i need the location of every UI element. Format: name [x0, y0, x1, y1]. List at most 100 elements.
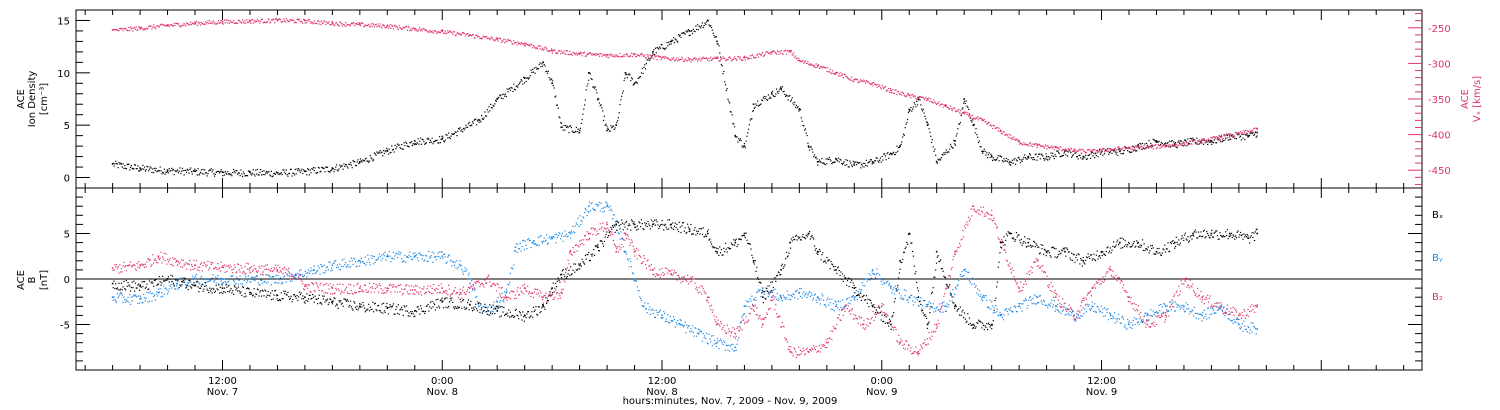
ion-density-point: [416, 142, 418, 144]
ion-density-point: [1021, 160, 1023, 162]
vx-point: [783, 50, 785, 52]
ion-density-point: [1122, 153, 1124, 155]
bz-point: [1200, 290, 1202, 293]
ion-density-point: [1005, 160, 1007, 162]
vx-point: [931, 101, 933, 103]
ion-density-point: [592, 86, 594, 88]
vx-point: [237, 22, 239, 24]
by-point: [240, 283, 242, 285]
ion-density-point: [154, 169, 156, 172]
bz-point: [1178, 294, 1181, 296]
bz-point: [925, 344, 927, 346]
bz-point: [893, 326, 896, 328]
bz-point: [635, 247, 638, 250]
ion-density-point: [558, 116, 560, 118]
bz-point: [902, 347, 905, 349]
ion-density-point: [1086, 158, 1088, 160]
ion-density-point: [157, 170, 160, 172]
bz-point: [716, 323, 718, 326]
vx-point: [970, 115, 972, 117]
ion-density-point: [196, 174, 198, 176]
vx-point: [574, 53, 577, 55]
vx-point: [1243, 130, 1245, 132]
ion-density-point: [115, 160, 117, 162]
ion-density-point: [364, 158, 366, 160]
ion-density-point: [458, 128, 460, 130]
vx-point: [293, 19, 295, 21]
vx-point: [167, 25, 169, 27]
ion-density-point: [581, 118, 583, 121]
bz-point: [961, 238, 963, 240]
vx-point: [1202, 138, 1205, 140]
vx-point: [925, 96, 927, 98]
ion-density-point: [1020, 159, 1022, 161]
ion-density-point: [1188, 142, 1190, 144]
by-point: [505, 291, 508, 294]
bz-point: [476, 280, 478, 283]
bz-point: [1066, 310, 1068, 312]
bz-point: [546, 298, 549, 300]
vx-point: [167, 24, 170, 26]
vx-point: [981, 118, 983, 120]
ion-density-point: [859, 162, 861, 164]
ion-density-point: [182, 169, 184, 172]
vx-point: [923, 98, 925, 101]
ion-density-point: [886, 153, 888, 155]
bz-point: [931, 335, 933, 337]
bz-point: [955, 249, 957, 252]
ion-density-point: [494, 99, 497, 102]
vx-point: [935, 103, 938, 106]
bz-point: [319, 284, 321, 286]
ion-density-point: [925, 118, 927, 120]
bz-point: [1025, 283, 1027, 285]
vx-point: [756, 54, 758, 57]
vx-point: [867, 80, 869, 82]
ion-density-point: [344, 165, 346, 168]
vx-point: [604, 55, 606, 57]
by-point: [115, 301, 118, 303]
vx-point: [1012, 138, 1014, 140]
ion-density-point: [441, 137, 444, 140]
bz-point: [542, 296, 544, 298]
bz-point: [978, 209, 980, 212]
by-point: [319, 273, 321, 275]
by-point: [195, 275, 197, 277]
ion-density-point: [148, 168, 151, 170]
vx-point: [668, 57, 670, 59]
vx-point: [983, 118, 985, 121]
bz-point: [1190, 285, 1192, 287]
ion-density-point: [251, 174, 253, 176]
ion-density-point: [325, 166, 327, 168]
bz-point: [621, 243, 623, 246]
bz-point: [1067, 309, 1069, 311]
ion-density-point: [1076, 156, 1079, 158]
bz-point: [1183, 279, 1186, 281]
vx-point: [916, 96, 919, 98]
vx-point: [445, 33, 447, 35]
ion-density-point: [237, 172, 240, 174]
vx-point: [805, 62, 807, 65]
bz-point: [658, 268, 661, 271]
bz-point: [162, 258, 165, 260]
ion-density-point: [1009, 161, 1011, 163]
vx-point: [427, 31, 429, 33]
bz-point: [181, 259, 183, 261]
ion-density-point: [1074, 152, 1076, 154]
bz-point: [517, 287, 519, 289]
vx-point: [418, 28, 420, 31]
bz-point: [118, 272, 120, 274]
vx-point: [670, 59, 672, 61]
ion-density-point: [284, 173, 287, 175]
ion-density-point: [267, 171, 269, 173]
bz-point: [417, 291, 419, 293]
vx-point: [1076, 150, 1079, 152]
bz-point: [548, 293, 550, 296]
ion-density-point: [480, 121, 482, 123]
ion-density-point: [1206, 141, 1208, 143]
bz-point: [424, 291, 427, 294]
vx-point: [669, 59, 671, 61]
vx-point: [411, 28, 413, 30]
ion-density-point: [916, 100, 918, 103]
by-point: [199, 283, 201, 285]
